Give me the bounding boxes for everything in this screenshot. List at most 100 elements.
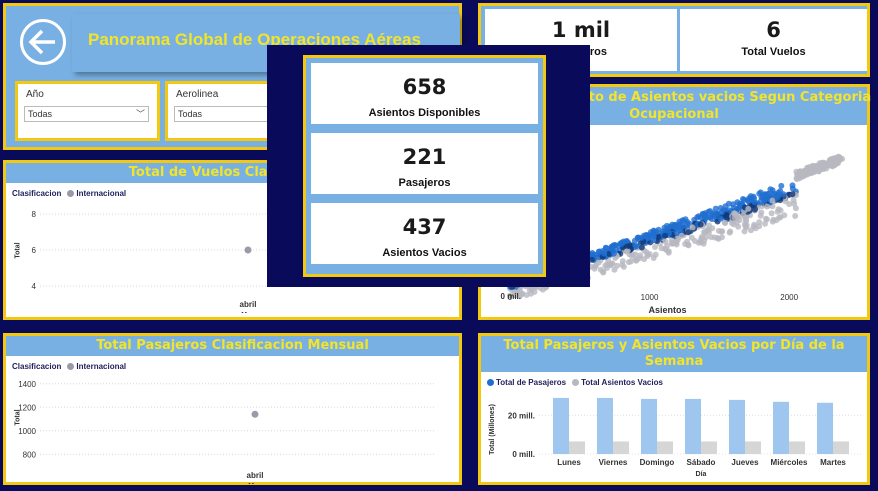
scatter-point — [712, 205, 719, 212]
scatter-point — [664, 242, 671, 249]
flights-legend-title: Clasificacion — [12, 189, 62, 198]
scatter-point — [789, 182, 796, 189]
scatter-point — [744, 197, 751, 204]
x-tick-label: abril — [247, 471, 264, 480]
scatter-point — [705, 229, 712, 236]
scatter-point — [591, 265, 598, 272]
scatter-point — [652, 244, 658, 250]
scatter-point — [776, 214, 782, 221]
scatter-point — [673, 239, 680, 246]
scatter-point — [682, 216, 689, 223]
passengers-legend: Clasificacion Internacional — [12, 362, 126, 371]
x-tick-label: Sábado — [687, 458, 716, 467]
weekday-chart-title: Total Pasajeros y Asientos Vacios por Dí… — [481, 336, 867, 372]
scatter-point — [650, 237, 657, 244]
scatter-point — [697, 214, 704, 221]
legend-dot-icon — [67, 190, 75, 198]
scatter-point — [751, 221, 758, 228]
bar-passengers — [553, 397, 569, 454]
scatter-point — [774, 208, 781, 215]
scatter-point — [740, 212, 747, 219]
scatter-point — [792, 205, 799, 212]
scatter-point — [834, 154, 841, 161]
scatter-point — [665, 248, 672, 255]
x-tick-label: Miércoles — [771, 458, 808, 467]
year-dropdown-value: Todas — [28, 109, 53, 119]
scatter-point — [805, 164, 812, 171]
kpi-passengers-value: 1 mil — [551, 18, 611, 42]
scatter-point — [519, 290, 526, 297]
legend-dot-icon — [572, 379, 580, 387]
airline-dropdown[interactable]: Todas — [174, 106, 274, 122]
scatter-point — [685, 241, 692, 248]
flights-legend-item[interactable]: Internacional — [67, 189, 126, 198]
year-dropdown[interactable]: Todas ﹀ — [24, 106, 149, 122]
scatter-point — [833, 160, 840, 167]
airline-dropdown-value: Todas — [178, 109, 203, 119]
flights-legend: Clasificacion Internacional — [12, 189, 126, 198]
scatter-point — [637, 252, 644, 259]
bar-passengers — [641, 398, 657, 454]
scatter-point — [688, 234, 695, 241]
back-arrow-icon — [28, 29, 55, 55]
scatter-point — [826, 159, 833, 166]
scatter-point — [762, 220, 768, 227]
scatter-point — [743, 222, 750, 229]
x-tick-label: abril — [240, 300, 257, 309]
overlay-kpi-card: 437 Asientos Vacios — [311, 203, 538, 264]
kpi-flights-card: 6 Total Vuelos — [680, 9, 867, 71]
scatter-point — [764, 203, 771, 210]
back-button[interactable] — [20, 19, 66, 65]
scatter-point — [756, 223, 763, 230]
scatter-point — [627, 258, 634, 265]
scatter-point — [678, 232, 685, 239]
scatter-point — [650, 230, 656, 237]
y-tick-label: 20 mill. — [508, 411, 535, 420]
overlay-kpi-panel: 658 Asientos Disponibles 221 Pasajeros 4… — [267, 45, 590, 287]
passengers-legend-title: Clasificacion — [12, 362, 62, 371]
scatter-point — [789, 191, 796, 198]
scatter-point — [609, 260, 616, 267]
data-point — [251, 410, 259, 418]
scatter-point — [722, 220, 729, 226]
scatter-point — [719, 234, 725, 241]
passengers-legend-item[interactable]: Internacional — [67, 362, 126, 371]
scatter-point — [778, 182, 785, 189]
overlay-kpi-value: 437 — [402, 214, 447, 239]
year-slicer[interactable]: Año Todas ﹀ — [15, 81, 160, 141]
weekday-legend-item-2[interactable]: Total Asientos Vacios — [572, 378, 663, 387]
overlay-kpi-card: 658 Asientos Disponibles — [311, 63, 538, 124]
scatter-point — [507, 292, 513, 299]
scatter-point — [638, 244, 645, 251]
weekday-chart-panel[interactable]: Total Pasajeros y Asientos Vacios por Dí… — [478, 333, 870, 485]
passengers-plot: 800 1000 1200 1400 abril Mes — [18, 380, 436, 484]
x-axis-title: Mes — [241, 312, 255, 313]
overlay-kpi-label: Asientos Vacios — [382, 246, 467, 259]
data-point — [244, 246, 252, 254]
scatter-point — [632, 251, 639, 258]
scatter-point — [602, 262, 609, 269]
x-axis-title: Mes — [248, 483, 262, 484]
x-axis-title: Día — [696, 471, 707, 478]
airline-slicer[interactable]: Aerolinea Todas — [165, 81, 285, 141]
scatter-point — [745, 205, 752, 212]
scatter-point — [769, 218, 776, 225]
y-tick-label: 0 mill. — [512, 450, 535, 459]
y-tick-label: 1200 — [18, 403, 36, 412]
scatter-point — [601, 250, 608, 257]
scatter-point — [595, 248, 602, 255]
x-tick-label: Jueves — [731, 458, 759, 467]
scatter-point — [751, 195, 758, 202]
weekday-legend-item-1[interactable]: Total de Pasajeros — [487, 378, 566, 387]
scatter-point — [618, 241, 625, 248]
passengers-chart-panel[interactable]: Total Pasajeros Clasificacion Mensual Cl… — [3, 333, 462, 485]
overlay-kpi-value: 221 — [402, 144, 447, 169]
scatter-point — [802, 171, 809, 178]
scatter-point — [740, 196, 746, 202]
x-tick-label: 2000 — [780, 293, 798, 302]
overlay-kpi-frame: 658 Asientos Disponibles 221 Pasajeros 4… — [303, 55, 546, 277]
scatter-point — [528, 290, 534, 297]
scatter-point — [608, 244, 615, 251]
scatter-point — [714, 235, 721, 241]
scatter-point — [790, 197, 797, 204]
